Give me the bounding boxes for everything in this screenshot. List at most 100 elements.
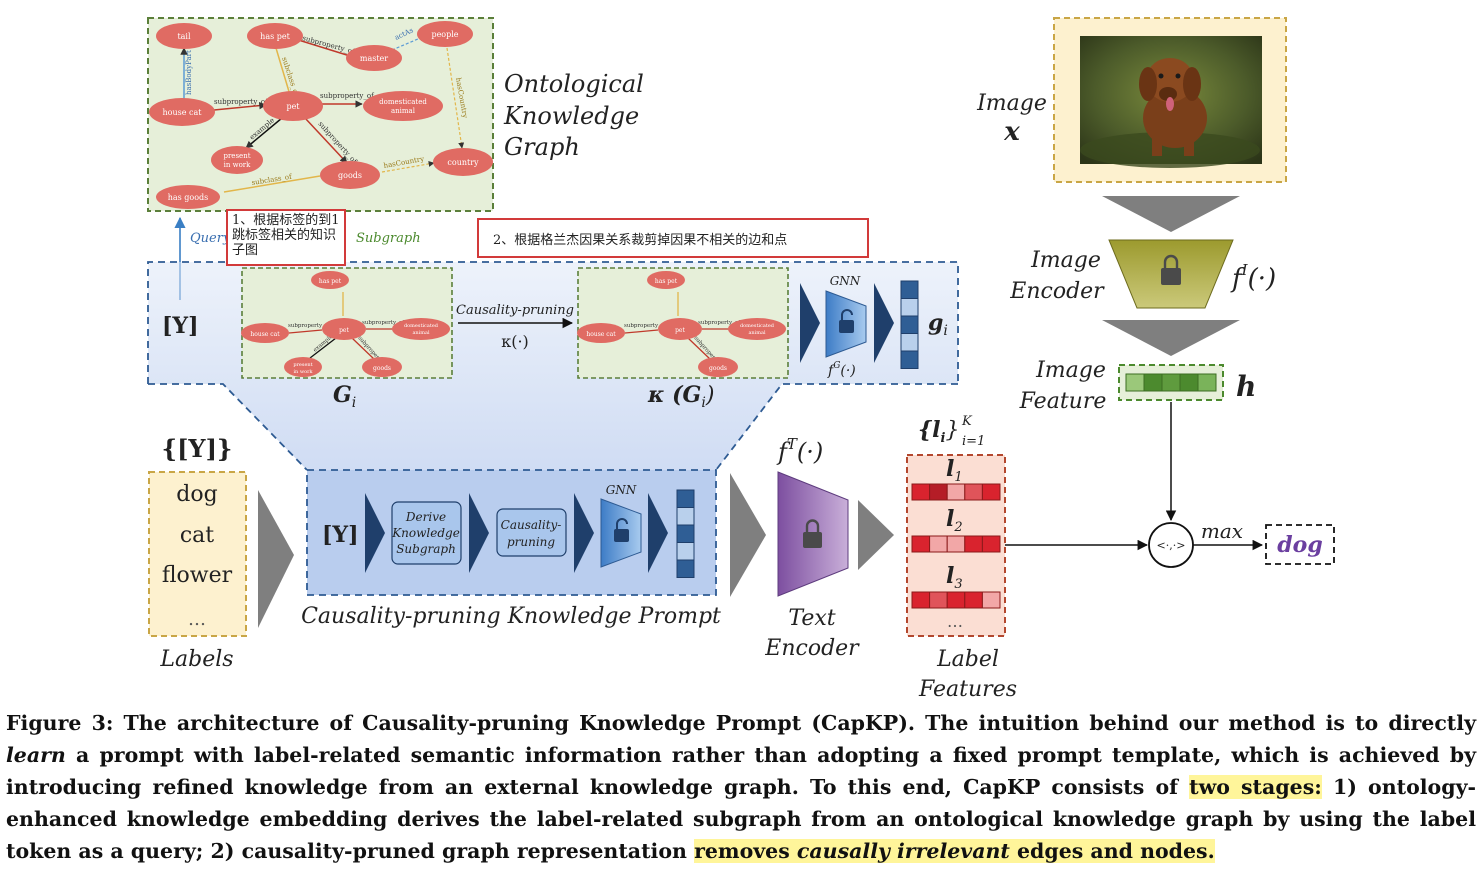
gi-node-goods-label: goods xyxy=(373,365,391,372)
edge-people-country xyxy=(446,47,465,149)
node-goods: goods xyxy=(320,161,380,189)
gi-label: Gi xyxy=(333,382,356,411)
gi-vector-label: gi xyxy=(928,310,948,339)
image-feature-line2: Feature xyxy=(1019,389,1107,414)
svg-text:has goods: has goods xyxy=(168,193,209,202)
gi-node-has-pet-label: has pet xyxy=(319,278,342,285)
ft-label: fT(·) xyxy=(776,435,823,466)
node-tail: tail xyxy=(156,23,212,49)
chevron-arrow-lower-4 xyxy=(648,493,668,573)
gi-node-present-label-1: present xyxy=(293,362,312,368)
svg-text:people: people xyxy=(431,30,458,39)
pg-node-domesticated-label-2: animal xyxy=(748,330,766,336)
gi-edge-5 xyxy=(351,337,376,361)
node-domesticated-animal: domesticated animal xyxy=(363,91,443,121)
pg-node-domesticated-label-1: domesticated xyxy=(740,323,775,329)
svg-text:master: master xyxy=(360,54,388,63)
gi-node-goods xyxy=(362,357,402,377)
query-label: Query xyxy=(190,231,231,246)
pg-edge-label-2: subproperty_of xyxy=(698,320,741,326)
dog-photo xyxy=(1080,36,1262,168)
derive-line1: Derive xyxy=(405,510,446,524)
caption-two-stages: two stages: xyxy=(1189,775,1322,799)
svg-text:animal: animal xyxy=(391,107,416,115)
gray-arrow-image-to-encoder xyxy=(1102,196,1240,232)
li-set-upper: K xyxy=(961,414,973,429)
h-vector xyxy=(1125,373,1217,392)
l1-vector xyxy=(911,483,1001,501)
gi-vector xyxy=(900,280,919,369)
cp-line1: Causality- xyxy=(501,518,562,532)
svg-text:pet: pet xyxy=(286,102,300,111)
pg-node-has-pet-label: has pet xyxy=(655,278,678,285)
svg-text:present: present xyxy=(223,152,250,160)
gray-arrow-encoder-to-feature xyxy=(1102,320,1240,356)
svg-text:goods: goods xyxy=(338,171,362,180)
causality-pruning-label: Causality-pruning xyxy=(456,303,574,318)
annotation-note-2: 2、根据格兰杰因果关系裁剪掉因果不相关的边和点 xyxy=(477,218,869,258)
lock-icon xyxy=(614,518,629,542)
caption-part3: 1) ontology-enhanced knowledge embedding… xyxy=(6,775,1476,863)
gi-node-pet xyxy=(322,318,366,340)
output-label: dog xyxy=(1277,532,1322,558)
edge-label-hasbodypart: hasBodyPart xyxy=(185,50,193,95)
annotation-note-1: 1、根据标签的到1跳标签相关的知识子图 xyxy=(226,209,346,266)
expanded-prompt-panel: [Y] subproperty_of subproperty_of exampl… xyxy=(147,261,959,471)
svg-text:<·,·>: <·,·> xyxy=(1157,539,1186,552)
node-has-pet: has pet xyxy=(247,23,303,49)
pg-node-has-pet xyxy=(647,271,685,289)
edge-hasgoods-goods xyxy=(223,175,321,193)
label-set-title: {[Y]} xyxy=(162,434,233,463)
edge-pet-haspet xyxy=(275,47,291,96)
dot-product-node: <·,·> xyxy=(1148,522,1194,568)
caption-highlight-removal: removes causally irrelevant edges and no… xyxy=(694,839,1215,863)
query-token: [Y] xyxy=(162,313,199,339)
l2-label: l2 xyxy=(946,506,963,535)
lock-icon xyxy=(839,309,854,333)
node-master: master xyxy=(346,45,402,71)
svg-text:in work: in work xyxy=(224,161,252,169)
prompt-query-token: [Y] xyxy=(322,522,359,548)
label-item-ellipsis: … xyxy=(188,609,206,630)
gi-edge-4 xyxy=(309,337,337,359)
edge-pet-goods xyxy=(304,117,348,164)
labels-box: {[Y]} dog cat flower … Labels xyxy=(148,434,247,672)
kappa-label: κ(·) xyxy=(501,332,529,351)
svg-text:tail: tail xyxy=(177,32,191,41)
figure-caption: Figure 3: The architecture of Causality-… xyxy=(6,707,1476,867)
h-label: h xyxy=(1236,370,1256,403)
edge-label-subproperty-2: subproperty_of xyxy=(214,98,269,106)
lock-icon xyxy=(803,519,822,548)
max-label: max xyxy=(1201,519,1243,543)
label-features-ellipsis: … xyxy=(947,612,963,631)
svg-text:house cat: house cat xyxy=(163,108,203,117)
gi-edge-label-1: subproperty_of xyxy=(288,323,331,329)
label-features-line2: Features xyxy=(918,677,1017,702)
node-present-in-work: present in work xyxy=(211,146,263,174)
pg-node-goods-label: goods xyxy=(709,365,727,372)
edge-goods-country xyxy=(381,160,435,173)
pg-node-house-cat-label: house cat xyxy=(586,331,616,338)
caption-edges-nodes: edges and nodes. xyxy=(1009,839,1215,863)
architecture-figure: hasBodyPart subproperty_of actAs hasCoun… xyxy=(147,17,1335,702)
svg-text:domesticated: domesticated xyxy=(379,98,427,106)
label-features: {li} K i=1 l1 l2 l3 … Label xyxy=(906,414,1017,702)
text-encoder-line2: Encoder xyxy=(764,636,860,661)
gi-edge-label-2: subproperty_of xyxy=(362,320,405,326)
label-item-flower: flower xyxy=(162,563,233,588)
image-branch: Image x Image Encoder fI(·) Image Fe xyxy=(976,17,1287,414)
edge-pet-present xyxy=(245,117,283,149)
prompt-module-title: Causality-pruning Knowledge Prompt xyxy=(301,604,721,629)
text-encoder-line1: Text xyxy=(788,606,835,631)
pg-node-goods xyxy=(698,357,738,377)
node-house-cat: house cat xyxy=(149,98,215,126)
gi-node-house-cat-label: house cat xyxy=(250,331,280,338)
label-item-dog: dog xyxy=(176,482,217,507)
caption-causally-irrelevant: causally irrelevant xyxy=(796,839,1010,863)
chevron-arrow-lower-2 xyxy=(469,493,489,573)
image-line1: Image xyxy=(976,91,1047,116)
ontological-knowledge-graph: hasBodyPart subproperty_of actAs hasCoun… xyxy=(147,17,644,212)
label-features-line1: Label xyxy=(936,647,999,672)
gi-edge-2 xyxy=(288,329,323,334)
annotation-note-1-text: 1、根据标签的到1跳标签相关的知识子图 xyxy=(232,213,340,258)
